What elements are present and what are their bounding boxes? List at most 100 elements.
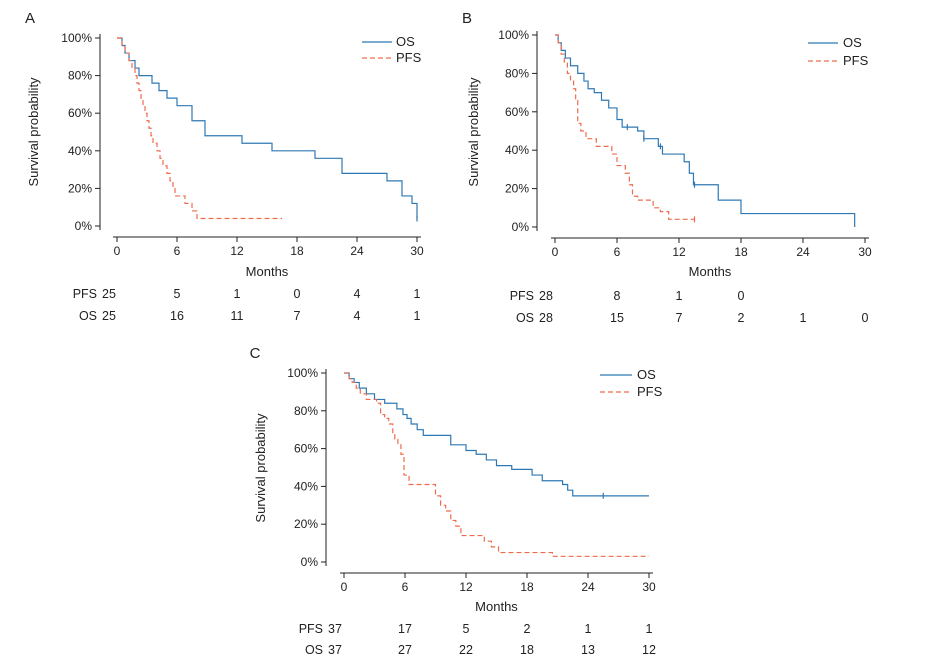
panel-c-risk-os-value: 13 (581, 643, 595, 657)
panel-a-x-tick-label: 18 (290, 244, 304, 258)
panel-b-risk-pfs-value: 0 (738, 289, 745, 303)
panel-a: A 0% 20% 40% 60% 80% 100% 0 6 12 18 24 30 Months Survi… (25, 10, 424, 323)
panel-b-risk-os-value: 15 (610, 311, 624, 325)
panel-c-legend-pfs-label: PFS (637, 384, 663, 399)
panel-c-risk-row-label-os: OS (305, 643, 323, 657)
panel-b-y-tick-label: 100% (498, 28, 529, 42)
panel-c-y-tick-label: 60% (294, 442, 318, 456)
panel-b-legend-os-label: OS (843, 35, 862, 50)
panel-b-y-tick-label: 40% (505, 143, 529, 157)
panel-c-x-tick-label: 12 (459, 580, 473, 594)
panel-a-risk-os-value: 25 (102, 309, 116, 323)
panel-a-y-tick-label: 100% (61, 31, 92, 45)
panel-b-risk-os-value: 2 (738, 311, 745, 325)
panel-a-y-tick-label: 80% (68, 69, 92, 83)
panel-c-risk-row-label-pfs: PFS (299, 622, 323, 636)
panel-c-x-title: Months (475, 599, 518, 614)
panel-a-pfs-curve (117, 37, 282, 220)
panel-b-y-tick-label: 0% (512, 220, 530, 234)
panel-a-risk-pfs-value: 1 (234, 287, 241, 301)
panel-c-legend-os-label: OS (637, 367, 656, 382)
panel-b-x-tick-label: 0 (552, 245, 559, 259)
panel-b-x-tick-label: 12 (672, 245, 686, 259)
panel-a-risk-os-value: 11 (231, 309, 244, 323)
panel-a-risk-os-value: 16 (170, 309, 184, 323)
panel-a-y-tick-label: 20% (68, 181, 92, 195)
panel-c-y-tick-label: 0% (301, 555, 319, 569)
panel-a-letter: A (25, 10, 35, 27)
panel-a-y-tick-label: 60% (68, 106, 92, 120)
panel-a-y-tick-label: 40% (68, 144, 92, 158)
panel-a-legend-os-label: OS (396, 34, 415, 49)
panel-b-y-title: Survival probability (466, 77, 481, 187)
panel-b-risk-row-label-pfs: PFS (510, 289, 534, 303)
panel-b-risk-pfs-value: 8 (614, 289, 621, 303)
panel-c-y-tick-label: 20% (294, 517, 318, 531)
panel-b-y-tick-label: 20% (505, 182, 529, 196)
panel-a-risk-row-label-os: OS (79, 309, 97, 323)
panel-a-risk-pfs-value: 0 (294, 287, 301, 301)
panel-b-x-tick-label: 24 (796, 245, 810, 259)
panel-c-risk-pfs-value: 17 (398, 622, 412, 636)
panel-b-risk-row-label-os: OS (516, 311, 534, 325)
panel-c-x-tick-label: 0 (341, 580, 348, 594)
panel-a-risk-os-value: 1 (414, 309, 421, 323)
panel-a-x-tick-label: 30 (410, 244, 424, 258)
panel-a-y-tick-label: 0% (75, 219, 93, 233)
panel-a-y-title: Survival probability (26, 77, 41, 187)
panel-a-risk-row-label-pfs: PFS (73, 287, 97, 301)
panel-b-letter: B (462, 10, 472, 27)
panel-c-risk-pfs-value: 1 (646, 622, 653, 636)
panel-c-x-tick-label: 30 (642, 580, 656, 594)
panel-c-y-tick-label: 100% (287, 366, 318, 380)
panel-b-os-curve (555, 34, 856, 227)
panel-c-risk-os-value: 37 (328, 643, 342, 657)
panel-a-x-tick-label: 0 (114, 244, 121, 258)
panel-c-y-tick-label: 40% (294, 479, 318, 493)
panel-c-risk-pfs-value: 1 (585, 622, 592, 636)
panel-a-risk-pfs-value: 25 (102, 287, 116, 301)
panel-b-risk-os-value: 28 (539, 311, 553, 325)
panel-a-risk-pfs-value: 4 (354, 287, 361, 301)
panel-c-x-tick-label: 6 (402, 580, 409, 594)
panel-c-risk-os-value: 27 (398, 643, 412, 657)
panel-a-x-tick-label: 24 (350, 244, 364, 258)
panel-a-risk-os-value: 7 (294, 309, 301, 323)
panel-b-risk-os-value: 0 (862, 311, 869, 325)
panel-c-risk-os-value: 18 (520, 643, 534, 657)
panel-c: C0%20%40%60%80%100%0 6 12 18 24 30MonthsSurvi… (250, 345, 663, 657)
panel-c-pfs-curve (344, 372, 649, 557)
panel-a-x-tick-label: 6 (174, 244, 181, 258)
panel-a-legend-pfs-label: PFS (396, 50, 422, 65)
panel-b: B0%20%40%60%80%100%0 6 12 18 24 30MonthsSurvi… (462, 10, 872, 325)
panel-b-x-tick-label: 6 (614, 245, 621, 259)
panel-c-risk-os-value: 12 (642, 643, 656, 657)
panel-a-os-curve (117, 37, 418, 219)
panel-c-y-tick-label: 80% (294, 404, 318, 418)
panel-a-risk-pfs-value: 5 (174, 287, 181, 301)
panel-b-risk-pfs-value: 28 (539, 289, 553, 303)
panel-a-x-tick-label: 12 (230, 244, 244, 258)
panel-c-x-tick-label: 24 (581, 580, 595, 594)
panel-b-risk-pfs-value: 1 (676, 289, 683, 303)
panel-b-risk-os-value: 7 (676, 311, 683, 325)
panel-c-risk-pfs-value: 37 (328, 622, 342, 636)
panel-c-risk-pfs-value: 2 (524, 622, 531, 636)
panel-b-x-tick-label: 30 (858, 245, 872, 259)
panel-b-y-tick-label: 60% (505, 105, 529, 119)
panel-c-x-tick-label: 18 (520, 580, 534, 594)
panel-b-pfs-curve (555, 34, 695, 220)
panel-c-y-title: Survival probability (253, 413, 268, 523)
panel-b-x-tick-label: 18 (734, 245, 748, 259)
panel-a-risk-pfs-value: 1 (414, 287, 421, 301)
panel-c-risk-pfs-value: 5 (463, 622, 470, 636)
panel-b-x-title: Months (689, 264, 732, 279)
panel-b-legend-pfs-label: PFS (843, 53, 869, 68)
panel-b-risk-os-value: 1 (800, 311, 807, 325)
panel-c-letter: C (250, 345, 261, 362)
panel-a-risk-os-value: 4 (354, 309, 361, 323)
panel-b-y-tick-label: 80% (505, 66, 529, 80)
panel-c-risk-os-value: 22 (459, 643, 473, 657)
panel-a-x-title: Months (246, 264, 289, 279)
